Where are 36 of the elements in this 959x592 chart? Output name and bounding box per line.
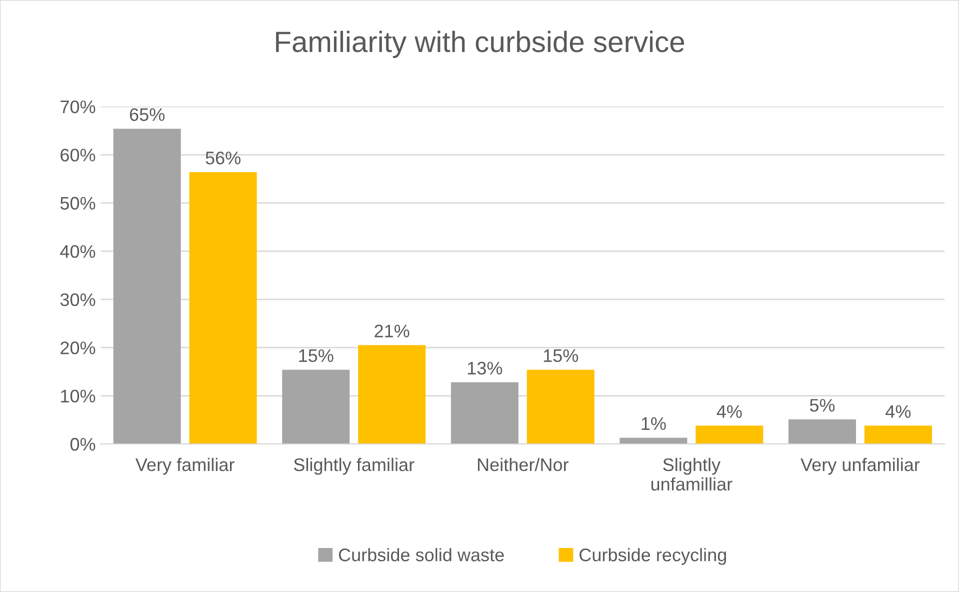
bar xyxy=(526,370,594,444)
data-label: 4% xyxy=(886,405,911,418)
data-label: 65% xyxy=(130,108,165,121)
x-tick-label: Slightly unfamilliar xyxy=(651,458,732,491)
bar xyxy=(282,370,350,444)
y-tick-label: 60% xyxy=(60,148,96,162)
data-label: 56% xyxy=(206,152,240,164)
data-label: 15% xyxy=(544,349,578,362)
x-tick-label: Very familiar xyxy=(136,458,234,475)
data-label: 5% xyxy=(810,398,835,412)
x-tick-label: Very unfamiliar xyxy=(800,458,920,475)
data-label: 21% xyxy=(374,324,410,338)
data-label: 1% xyxy=(642,417,666,430)
data-label: 13% xyxy=(468,362,502,375)
bar xyxy=(358,345,426,444)
y-tick-label: 40% xyxy=(60,245,96,258)
y-tick-label: 0% xyxy=(70,438,96,451)
bar xyxy=(113,128,181,444)
legend-label: Curbside recycling xyxy=(580,548,726,565)
y-tick-label: 10% xyxy=(61,390,96,403)
y-tick-label: 20% xyxy=(60,342,96,354)
bar xyxy=(864,426,932,444)
data-label: 15% xyxy=(299,349,334,362)
y-tick-label: 30% xyxy=(60,293,96,306)
x-tick-label: Slightly familiar xyxy=(294,458,414,475)
bar xyxy=(788,419,856,444)
legend-label: Curbside solid waste xyxy=(338,548,504,562)
bar xyxy=(450,382,518,444)
data-label: 4% xyxy=(716,405,742,418)
y-tick-label: 50% xyxy=(60,196,96,210)
bar xyxy=(189,172,257,444)
x-tick-label: Neither/Nor xyxy=(478,458,569,472)
bar xyxy=(620,438,688,444)
bar xyxy=(696,426,764,444)
chart-title: Familiarity with curbside service xyxy=(276,30,684,58)
y-tick-label: 70% xyxy=(60,100,96,114)
